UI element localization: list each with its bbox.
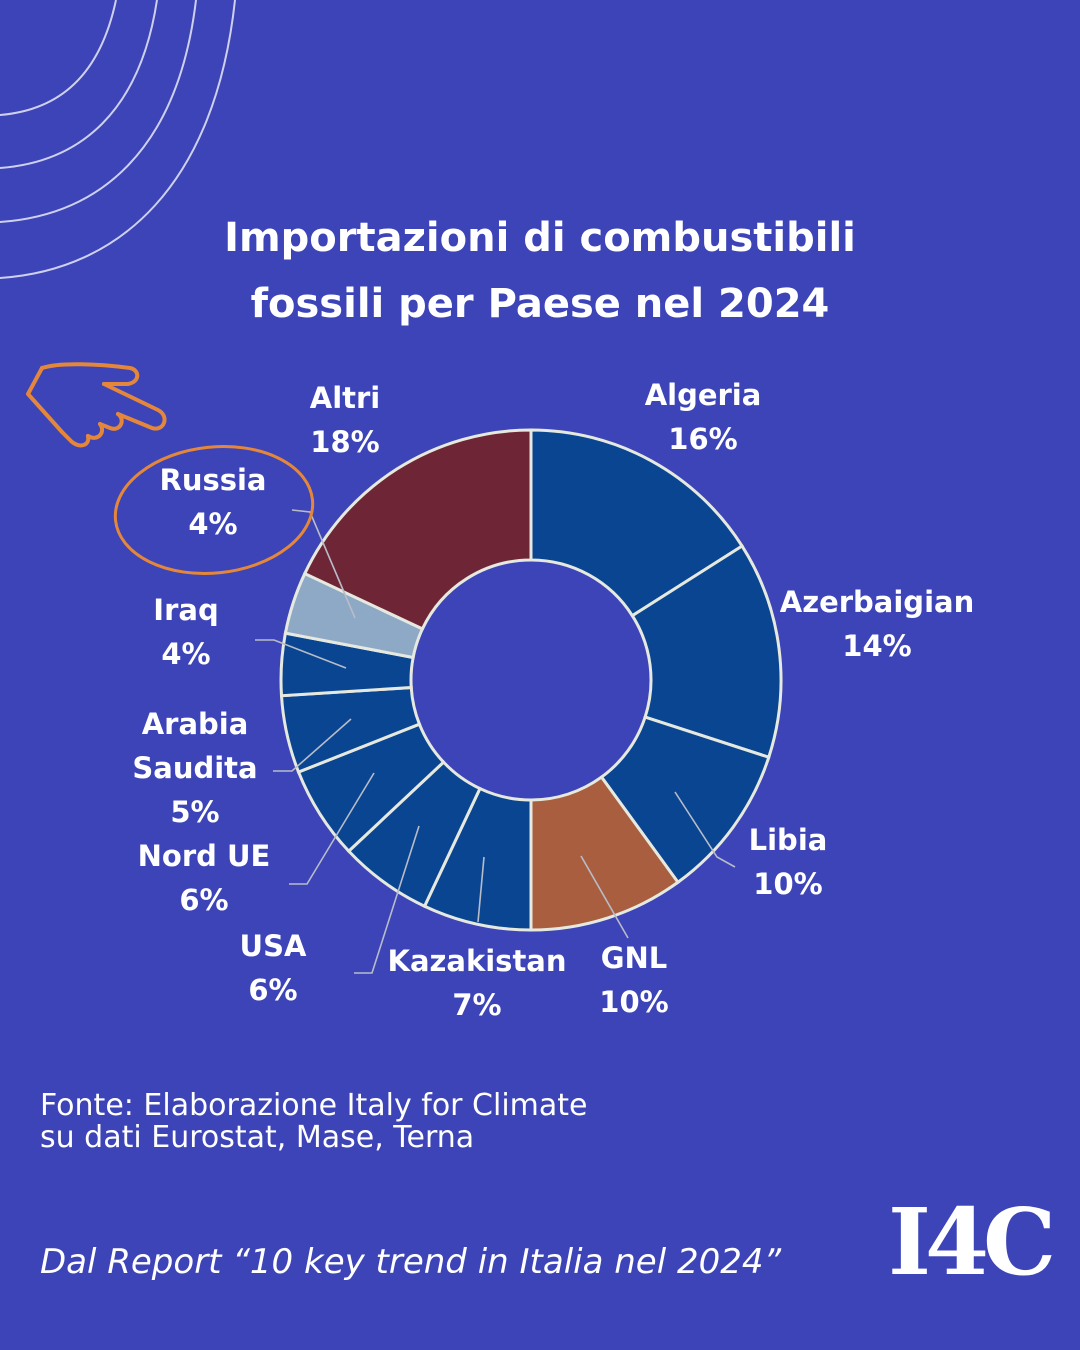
slice-azerbaigian: [630, 543, 783, 760]
leader-line-gnl: [580, 855, 629, 939]
leader-line-libia: [674, 791, 736, 868]
slice-value-russia: 4%: [188, 507, 237, 541]
slice-value-libia: 10%: [753, 867, 822, 901]
leader-line-usa: [354, 825, 420, 974]
slice-value-azerbaigian: 14%: [842, 629, 911, 663]
slice-label-algeria: Algeria: [645, 378, 762, 412]
slice-label-usa: USA: [240, 929, 307, 963]
slice-value-arabia-saudita: 5%: [170, 795, 219, 829]
slice-label-kazakistan: Kazakistan: [387, 944, 566, 978]
slice-label-russia: Russia: [159, 463, 266, 497]
i4c-logo: I4C: [888, 1188, 1056, 1296]
slice-label-arabia-saudita-1: Arabia: [142, 707, 249, 741]
slice-label-arabia-saudita-2: Saudita: [132, 751, 257, 785]
title-line-1: Importazioni di combustibili: [224, 215, 856, 261]
slice-value-nord-ue: 6%: [179, 883, 228, 917]
leader-line-iraq: [255, 639, 347, 669]
slice-label-libia: Libia: [749, 823, 828, 857]
slice-algeria: [529, 428, 745, 618]
donut-chart: Algeria 16% Azerbaigian 14% Libia 10% GNL 10% Ka…: [26, 362, 974, 1022]
pointing-hand-icon: [26, 362, 167, 448]
slice-label-gnl: GNL: [601, 941, 668, 975]
slice-value-gnl: 10%: [599, 985, 668, 1019]
slice-value-usa: 6%: [248, 973, 297, 1007]
leader-line-kazakistan: [477, 856, 485, 923]
slice-value-iraq: 4%: [161, 637, 210, 671]
slice-label-azerbaigian: Azerbaigian: [780, 585, 974, 619]
leader-line-nord-ue: [289, 772, 375, 885]
source-line-2: su dati Eurostat, Mase, Terna: [40, 1120, 475, 1155]
slice-label-altri: Altri: [310, 381, 381, 415]
decorative-arcs: [0, 0, 236, 279]
slice-value-kazakistan: 7%: [452, 988, 501, 1022]
russia-highlight-circle: [113, 444, 315, 576]
leader-line-arabia-saudita: [273, 718, 352, 772]
leader-line-russia: [291, 509, 356, 619]
source-line-1: Fonte: Elaborazione Italy for Climate: [40, 1088, 588, 1123]
report-caption: Dal Report “10 key trend in Italia nel 2…: [40, 1242, 782, 1282]
slice-label-nord-ue: Nord UE: [138, 839, 271, 873]
slice-value-algeria: 16%: [668, 422, 737, 456]
slice-label-iraq: Iraq: [153, 593, 218, 627]
title-line-2: fossili per Paese nel 2024: [250, 281, 830, 327]
slice-altri: [302, 428, 533, 631]
source-note: Fonte: Elaborazione Italy for Climate su…: [40, 1090, 588, 1154]
slice-value-altri: 18%: [310, 425, 379, 459]
page-title: Importazioni di combustibili fossili per…: [0, 205, 1080, 337]
